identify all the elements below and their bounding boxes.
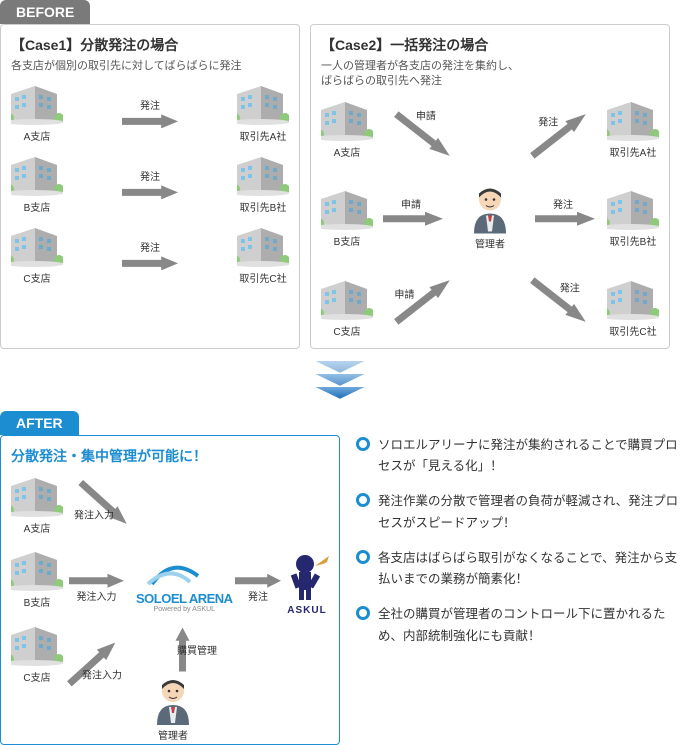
askul-mascot-icon: ASKUL xyxy=(285,552,329,616)
order-arrow-icon: 発注 xyxy=(528,274,590,327)
order-arrow-icon: 発注 xyxy=(122,239,178,270)
supplier-building: 取引先B社 xyxy=(237,153,289,214)
benefit-item: 各支店はばらばら取引がなくなることで、発注から支払いまでの業務が簡素化！ xyxy=(356,548,680,591)
branch-building: C支店 xyxy=(321,277,373,338)
case1-diagram: A支店 発注 取引先A社 B支店 発注 取引先B社 C支店 発注 取引先C社 xyxy=(11,82,289,285)
case2-title: 【Case2】一括発注の場合 xyxy=(321,35,659,55)
bullet-icon xyxy=(356,437,370,451)
case1-desc: 各支店が個別の取引先に対してばらばらに発注 xyxy=(11,59,289,74)
supplier-building: 取引先A社 xyxy=(607,98,659,159)
benefit-item: ソロエルアリーナに発注が集約されることで購買プロセスが「見える化」！ xyxy=(356,435,680,478)
benefit-text: ソロエルアリーナに発注が集約されることで購買プロセスが「見える化」！ xyxy=(378,435,680,478)
benefit-text: 全社の購買が管理者のコントロール下に置かれるため、内部統制強化にも貢献！ xyxy=(378,604,680,647)
order-arrow-icon: 発注 xyxy=(535,212,595,226)
branch-building: A支店 xyxy=(11,474,63,535)
supplier-building: 取引先C社 xyxy=(237,224,289,285)
supplier-building: 取引先A社 xyxy=(237,82,289,143)
after-title: 分散発注・集中管理が可能に！ xyxy=(11,446,329,466)
soloel-arena-logo: SOLOEL ARENA Powered by ASKUL xyxy=(136,562,233,613)
request-arrow-icon: 申請 xyxy=(383,212,443,226)
benefit-item: 発注作業の分散で管理者の負荷が軽減され、発注プロセスがスピードアップ！ xyxy=(356,491,680,534)
request-arrow-icon: 申請 xyxy=(392,108,454,161)
after-diagram: A支店 B支店 C支店 SOLOEL ARENA Powered by ASKU… xyxy=(11,474,329,734)
branch-building: C支店 xyxy=(11,623,63,684)
case1-panel: 【Case1】分散発注の場合 各支店が個別の取引先に対してばらばらに発注 A支店… xyxy=(0,24,300,349)
order-arrow-icon: 発注 xyxy=(122,168,178,199)
order-arrow-icon: 発注 xyxy=(235,574,281,605)
supplier-building: 取引先B社 xyxy=(607,187,659,248)
bullet-icon xyxy=(356,606,370,620)
manage-arrow-icon: 購買管理 xyxy=(176,627,207,671)
input-arrow-icon: 発注入力 xyxy=(65,637,132,702)
before-section: 【Case1】分散発注の場合 各支店が個別の取引先に対してばらばらに発注 A支店… xyxy=(0,24,680,349)
case2-desc: 一人の管理者が各支店の発注を集約し、 ばらばらの取引先へ発注 xyxy=(321,59,659,90)
bullet-icon xyxy=(356,493,370,507)
case2-diagram: A支店 B支店 C支店 管理者 取引先A社 取引先B社 取引先C社 申請 申請 … xyxy=(321,98,659,338)
input-arrow-icon: 発注入力 xyxy=(65,477,132,542)
case1-title: 【Case1】分散発注の場合 xyxy=(11,35,289,55)
branch-building: A支店 xyxy=(321,98,373,159)
benefit-text: 発注作業の分散で管理者の負荷が軽減され、発注プロセスがスピードアップ！ xyxy=(378,491,680,534)
branch-building: B支店 xyxy=(11,548,63,609)
after-section: 分散発注・集中管理が可能に！ A支店 B支店 C支店 SOLOEL ARENA … xyxy=(0,435,680,745)
branch-building: C支店 xyxy=(11,224,63,285)
branch-building: B支店 xyxy=(321,187,373,248)
branch-building: B支店 xyxy=(11,153,63,214)
bullet-icon xyxy=(356,550,370,564)
benefit-text: 各支店はばらばら取引がなくなることで、発注から支払いまでの業務が簡素化！ xyxy=(378,548,680,591)
order-arrow-icon: 発注 xyxy=(122,97,178,128)
before-badge: BEFORE xyxy=(0,0,90,24)
order-arrow-icon: 発注 xyxy=(528,108,590,161)
supplier-building: 取引先C社 xyxy=(607,277,659,338)
manager-icon: 管理者 xyxy=(468,185,512,250)
transition-arrow-icon xyxy=(0,361,680,399)
request-arrow-icon: 申請 xyxy=(392,274,454,327)
case2-panel: 【Case2】一括発注の場合 一人の管理者が各支店の発注を集約し、 ばらばらの取… xyxy=(310,24,670,349)
after-badge: AFTER xyxy=(0,411,79,435)
manager-icon: 管理者 xyxy=(151,677,195,742)
after-panel: 分散発注・集中管理が可能に！ A支店 B支店 C支店 SOLOEL ARENA … xyxy=(0,435,340,745)
branch-building: A支店 xyxy=(11,82,63,143)
benefits-list: ソロエルアリーナに発注が集約されることで購買プロセスが「見える化」！ 発注作業の… xyxy=(356,435,680,661)
benefit-item: 全社の購買が管理者のコントロール下に置かれるため、内部統制強化にも貢献！ xyxy=(356,604,680,647)
input-arrow-icon: 発注入力 xyxy=(69,574,124,605)
